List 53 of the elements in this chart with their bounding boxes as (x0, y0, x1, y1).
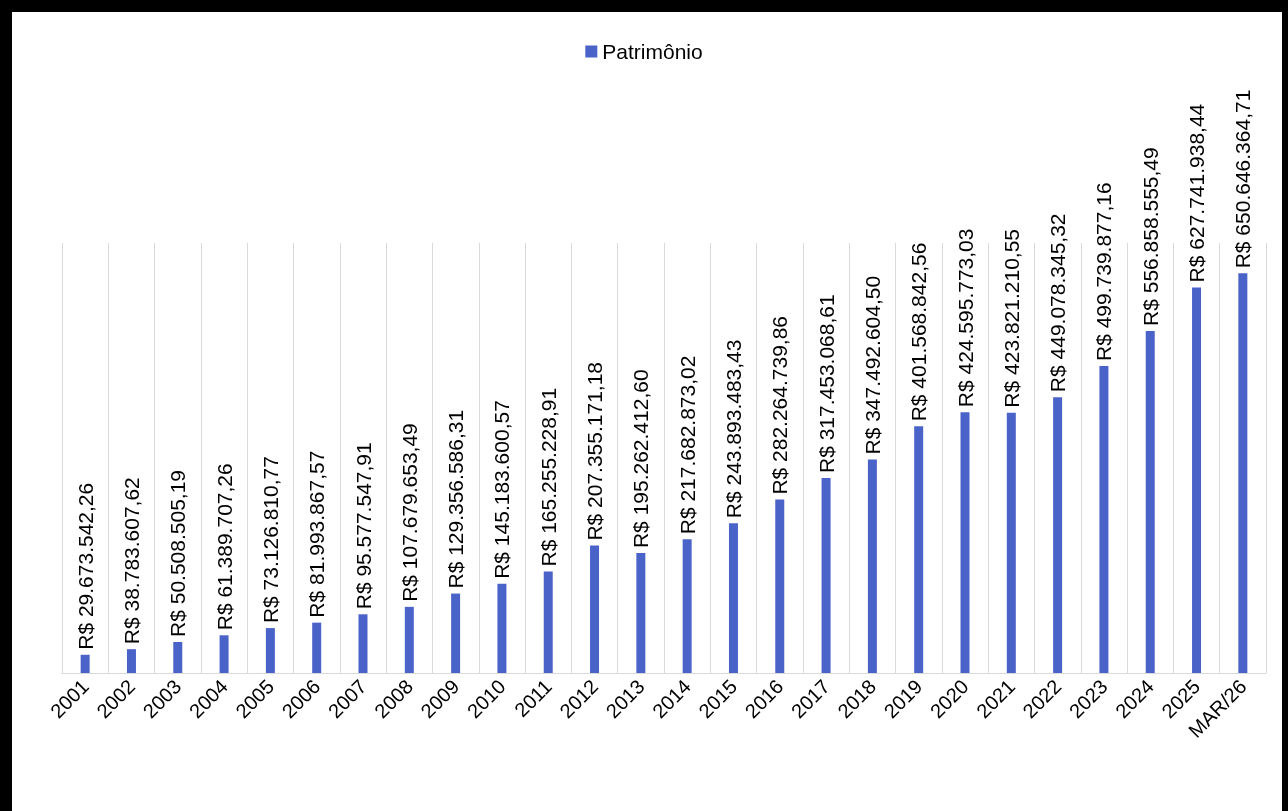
data-label: R$ 50.508.505,19 (166, 469, 190, 637)
bar (960, 412, 970, 673)
data-label: R$ 145.183.600,57 (490, 400, 514, 579)
bar (590, 545, 600, 673)
bar (1053, 397, 1063, 673)
data-label: R$ 650.646.364,71 (1231, 89, 1255, 269)
bar (821, 477, 831, 673)
data-label: R$ 317.453.068,61 (814, 294, 838, 473)
data-label: R$ 29.673.542,26 (73, 482, 97, 650)
bar (451, 593, 461, 673)
bar (1238, 273, 1248, 673)
bar (543, 571, 553, 673)
bar (80, 654, 90, 673)
data-label: R$ 195.262.412,60 (629, 369, 653, 549)
bar (867, 459, 877, 673)
bar (173, 641, 183, 673)
data-label: R$ 423.821.210,55 (999, 229, 1023, 408)
data-label: R$ 282.264.739,86 (768, 315, 792, 495)
data-label: R$ 424.595.773,03 (953, 228, 977, 408)
data-label: R$ 95.577.547,91 (351, 442, 375, 610)
bar (404, 606, 414, 673)
data-label: R$ 38.783.607,62 (119, 477, 143, 645)
bar (126, 649, 136, 673)
data-label: R$ 81.993.867,57 (305, 450, 329, 618)
data-label: R$ 73.126.810,77 (258, 456, 282, 624)
data-label: R$ 165.255.228,91 (536, 387, 560, 567)
bar (312, 622, 322, 673)
data-label: R$ 107.679.653,49 (397, 423, 421, 602)
bar (728, 523, 738, 673)
data-label: R$ 61.389.707,26 (212, 463, 236, 631)
data-label: R$ 556.858.555,49 (1138, 147, 1162, 326)
bar (358, 614, 368, 673)
data-label: R$ 347.492.604,50 (860, 275, 884, 455)
data-label: R$ 129.356.586,31 (444, 409, 468, 589)
bar (636, 553, 646, 673)
data-label: R$ 627.741.938,44 (1185, 103, 1209, 283)
data-label: R$ 217.682.873,02 (675, 355, 699, 535)
bar (1192, 287, 1202, 673)
data-label: R$ 243.893.483,43 (721, 339, 745, 519)
bar (914, 426, 924, 673)
bar (1099, 366, 1109, 673)
data-label: R$ 499.739.877,16 (1092, 182, 1116, 362)
data-label: R$ 401.568.842,56 (907, 242, 931, 422)
bar (1145, 330, 1155, 673)
bar (775, 499, 785, 673)
bar (265, 628, 275, 673)
bar (497, 583, 507, 673)
bar (219, 635, 229, 673)
bar (1006, 412, 1016, 673)
legend-label: Patrimônio (602, 40, 703, 63)
data-label: R$ 449.078.345,32 (1046, 213, 1070, 393)
bar (682, 539, 692, 673)
data-label: R$ 207.355.171,18 (583, 361, 607, 541)
